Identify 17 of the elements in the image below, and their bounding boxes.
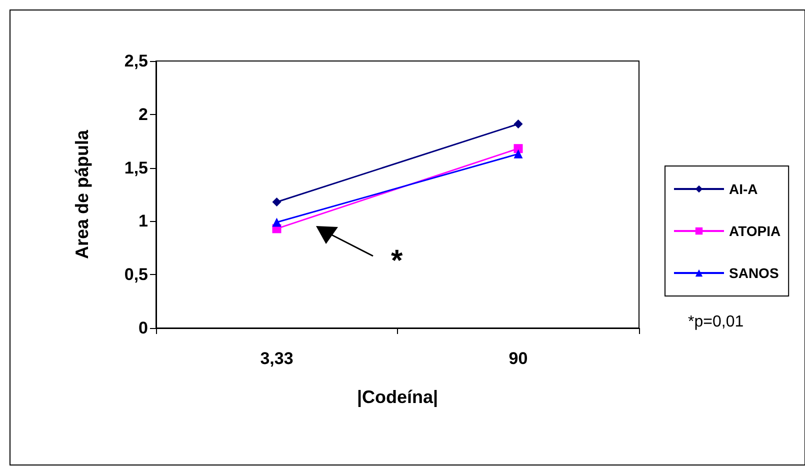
legend-label: AI-A <box>729 181 758 197</box>
y-tick-label: 2 <box>138 104 148 124</box>
legend-label: ATOPIA <box>729 223 781 239</box>
point <box>514 120 523 129</box>
y-tick-label: 1 <box>138 212 148 231</box>
x-tick-label: 3,33 <box>260 349 294 368</box>
x-axis-title: |Codeína| <box>356 387 438 407</box>
legend-label: SANOS <box>729 265 779 281</box>
y-tick-label: 2,5 <box>124 52 148 70</box>
annotation: * <box>391 244 403 278</box>
y-axis-title: Area de pápula <box>72 128 92 260</box>
y-tick-label: 0,5 <box>124 265 148 284</box>
text: *p=0,01 <box>688 314 744 330</box>
x-tick-label: 90 <box>508 349 528 368</box>
y-tick-label: 0 <box>138 318 148 338</box>
y-tick-label: 1,5 <box>124 158 148 178</box>
point <box>272 197 282 206</box>
